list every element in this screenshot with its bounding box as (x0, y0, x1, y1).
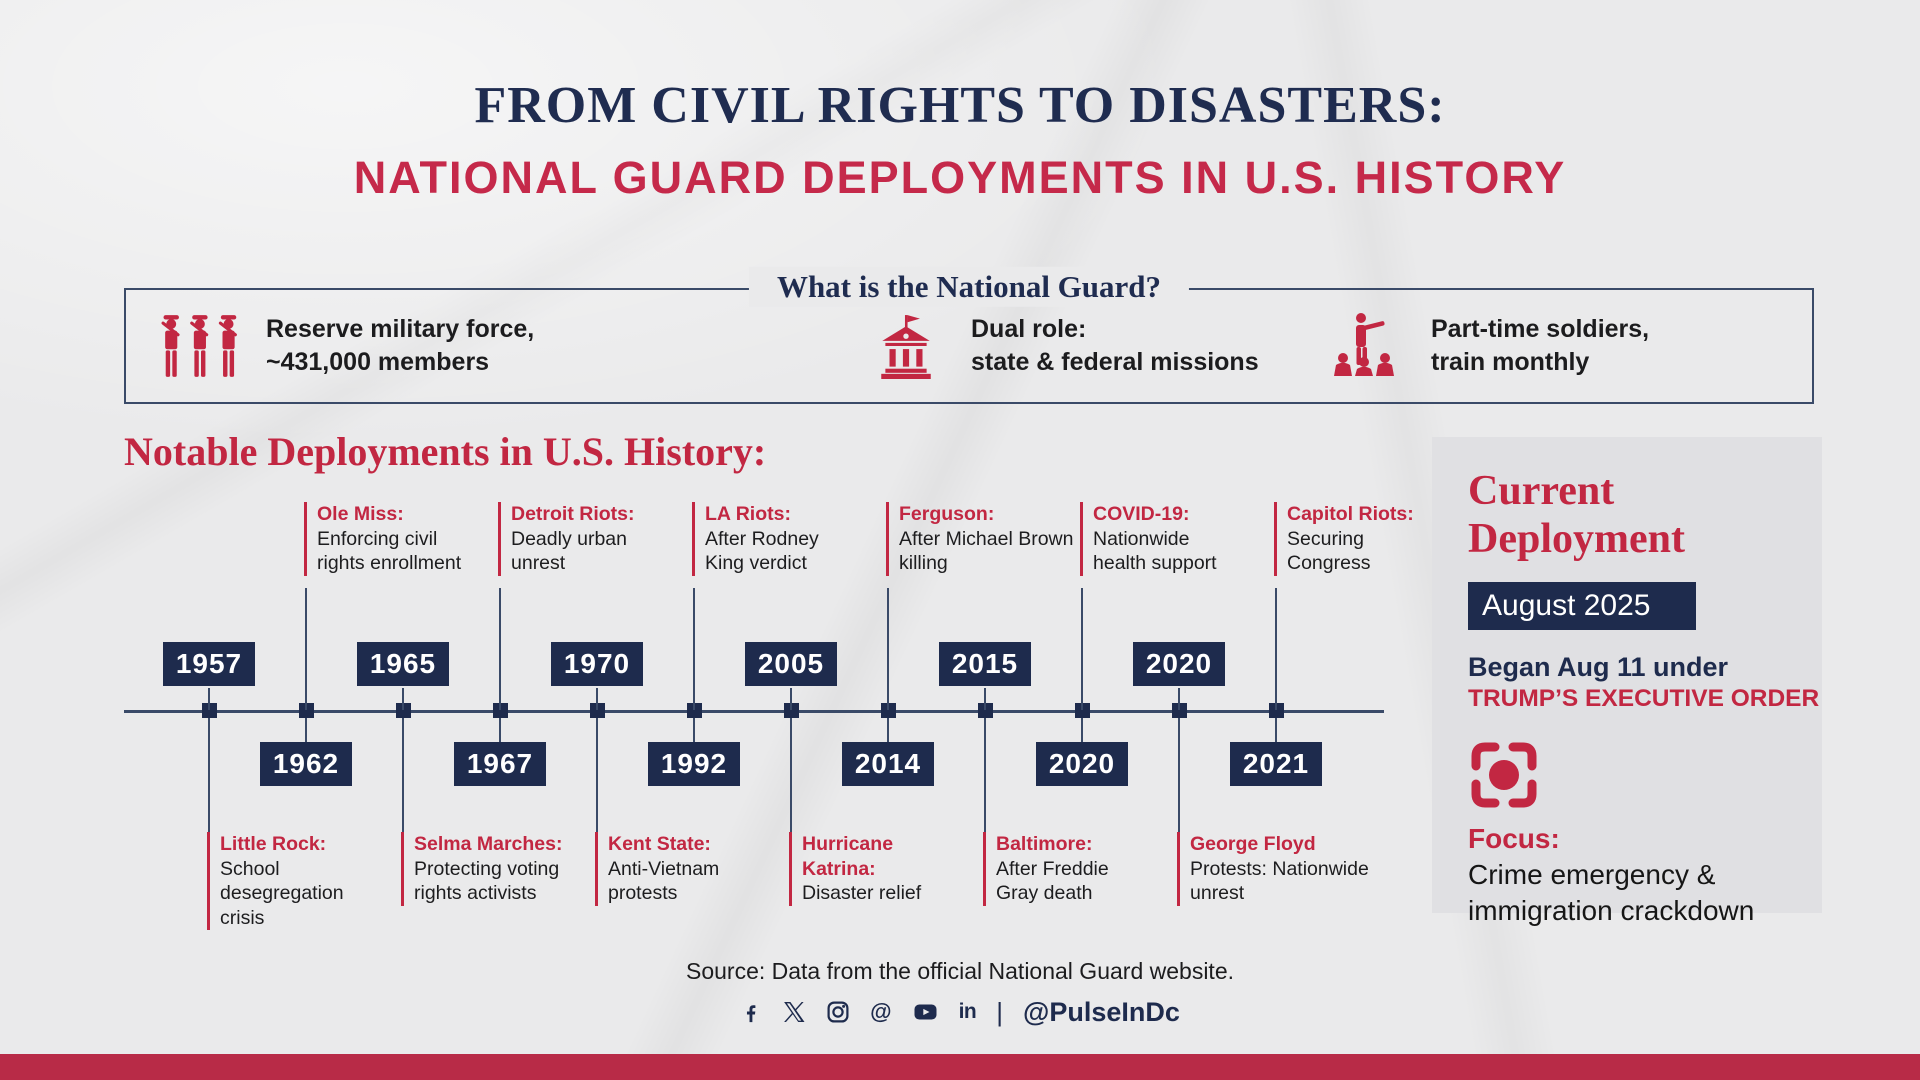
timeline-marker (1074, 703, 1090, 718)
info-item-text: Reserve military force, ~431,000 members (266, 315, 535, 376)
current-deployment-heading: Current Deployment (1468, 468, 1685, 563)
info-item: Part-time soldiers, train monthly (1323, 311, 1812, 381)
timeline-connector (1275, 588, 1277, 710)
timeline-connector (402, 688, 404, 710)
timeline-connector (596, 718, 598, 832)
timeline-connector (693, 588, 695, 710)
separator: | (996, 996, 1003, 1027)
focus-description: Crime emergency & immigration crackdown (1468, 858, 1755, 926)
timeline-event-label: Selma Marches: Protecting voting rights a… (401, 832, 602, 906)
bottom-accent-bar (0, 1054, 1920, 1080)
timeline-connector (887, 588, 889, 710)
current-deployment-panel: Current Deployment August 2025 Began Aug… (1432, 437, 1822, 926)
deployments-timeline: 1957 Little Rock: School desegregation cri… (124, 502, 1414, 931)
timeline-year-badge: 2020 (1036, 742, 1128, 786)
timeline-marker (880, 703, 896, 718)
timeline-year-badge: 2015 (939, 642, 1031, 686)
timeline-marker (492, 703, 508, 718)
timeline-year-badge: 1970 (551, 642, 643, 686)
soldiers-icon (158, 314, 244, 378)
timeline-connector (499, 718, 501, 742)
notable-deployments-heading: Notable Deployments in U.S. History: (124, 429, 767, 474)
instagram-icon[interactable] (826, 1000, 850, 1024)
timeline-event-label: Kent State: Anti-Vietnam protests (595, 832, 796, 906)
timeline-event-label: Little Rock: School desegregation crisis (207, 832, 408, 931)
timeline-connector (693, 718, 695, 742)
timeline-event-label: Baltimore: After Freddie Gray death (983, 832, 1184, 906)
timeline-event-label: Detroit Riots: Deadly urban unrest (498, 502, 699, 576)
timeline-connector (208, 688, 210, 710)
timeline-year-badge: 2014 (842, 742, 934, 786)
group-training-icon (1323, 311, 1409, 381)
timeline-connector (596, 688, 598, 710)
timeline-marker (298, 703, 314, 718)
timeline-event-label: George Floyd Protests: Nationwide unrest (1177, 832, 1378, 906)
info-box-items: Reserve military force, ~431,000 members … (126, 290, 1812, 402)
timeline-marker (686, 703, 702, 718)
info-item: Reserve military force, ~431,000 members (158, 313, 778, 379)
timeline-connector (984, 688, 986, 710)
youtube-icon[interactable] (912, 1000, 939, 1024)
deployment-date-badge: August 2025 (1468, 581, 1696, 630)
page-subtitle: NATIONAL GUARD DEPLOYMENTS IN U.S. HISTO… (353, 152, 1567, 203)
timeline-connector (305, 718, 307, 742)
linkedin-icon[interactable]: in (958, 1000, 977, 1023)
timeline-year-badge: 1962 (260, 742, 352, 786)
x-icon[interactable] (782, 1000, 806, 1024)
timeline-marker (201, 703, 217, 718)
timeline-marker (1268, 703, 1284, 718)
info-box-heading: What is the National Guard? (748, 266, 1190, 307)
timeline-connector (790, 718, 792, 832)
timeline-year-badge: 1967 (454, 742, 546, 786)
facebook-icon[interactable] (740, 999, 762, 1025)
timeline-event-label: Hurricane Katrina: Disaster relief (789, 832, 990, 906)
info-item: Dual role: state & federal missions (778, 313, 1323, 379)
social-handle[interactable]: @PulseInDc (1023, 996, 1180, 1027)
timeline-connector (1081, 718, 1083, 742)
timeline-marker (977, 703, 993, 718)
timeline-event-label: Ferguson: After Michael Brown killing (886, 502, 1087, 576)
timeline-connector (887, 718, 889, 742)
page-title: FROM CIVIL RIGHTS TO DISASTERS: (474, 77, 1446, 134)
timeline-event-label: Ole Miss: Enforcing civil rights enrollme… (304, 502, 505, 576)
timeline-connector (790, 688, 792, 710)
executive-order-text: TRUMP’S EXECUTIVE ORDER (1468, 684, 1820, 712)
focus-label: Focus: (1468, 822, 1560, 854)
focus-icon (1468, 739, 1802, 811)
timeline-marker (783, 703, 799, 718)
what-is-national-guard-box: What is the National Guard? Reserve mili… (124, 266, 1814, 404)
source-note: Source: Data from the official National … (685, 958, 1234, 984)
timeline-event-label: LA Riots: After Rodney King verdict (692, 502, 893, 576)
timeline-year-badge: 1992 (648, 742, 740, 786)
timeline-connector (305, 588, 307, 710)
timeline-year-badge: 2021 (1230, 742, 1322, 786)
timeline-event-label: Capitol Riots: Securing Congress (1274, 502, 1475, 576)
info-item-text: Dual role: state & federal missions (971, 315, 1259, 376)
timeline-axis (124, 710, 1384, 713)
timeline-connector (402, 718, 404, 832)
timeline-connector (1178, 688, 1180, 710)
threads-icon[interactable]: @ (870, 999, 892, 1024)
timeline-marker (395, 703, 411, 718)
timeline-year-badge: 1957 (163, 642, 255, 686)
info-item-text: Part-time soldiers, train monthly (1431, 315, 1650, 376)
timeline-connector (1275, 718, 1277, 742)
timeline-marker (1171, 703, 1187, 718)
timeline-connector (984, 718, 986, 832)
social-links-row: @ in | @PulseInDc (0, 992, 1920, 1032)
timeline-event-label: COVID-19: Nationwide health support (1080, 502, 1281, 576)
timeline-year-badge: 2020 (1133, 642, 1225, 686)
deployment-start-text: Began Aug 11 under (1468, 651, 1729, 682)
timeline-connector (1178, 718, 1180, 832)
timeline-marker (589, 703, 605, 718)
government-building-icon (863, 313, 949, 379)
timeline-connector (1081, 588, 1083, 710)
timeline-connector (208, 718, 210, 832)
timeline-year-badge: 1965 (357, 642, 449, 686)
timeline-connector (499, 588, 501, 710)
timeline-year-badge: 2005 (745, 642, 837, 686)
